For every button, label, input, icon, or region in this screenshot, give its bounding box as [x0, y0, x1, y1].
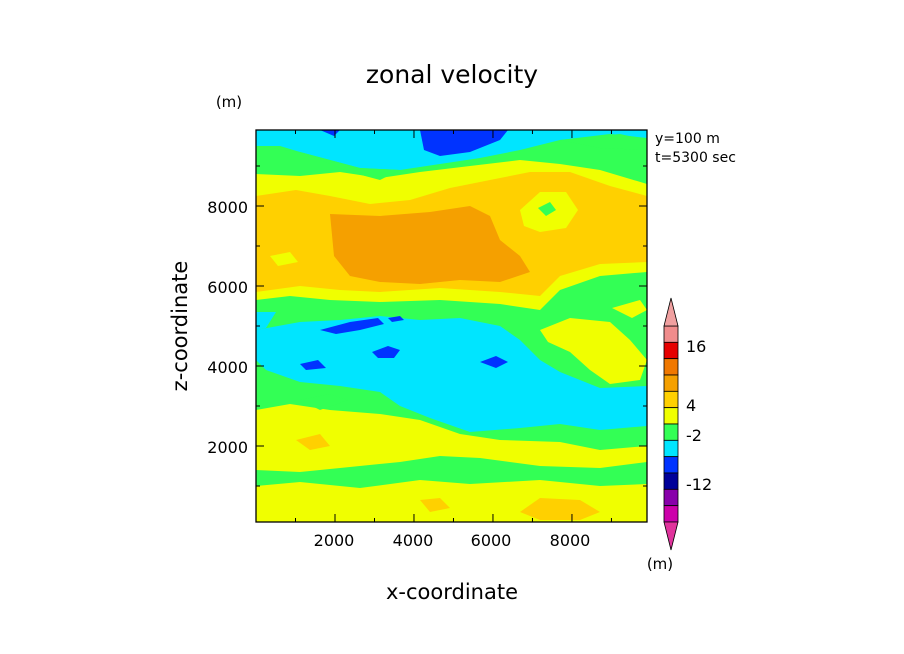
contour-region-blue-3 [372, 346, 400, 358]
contour-region-blue-top [420, 130, 508, 156]
colorbar-swatch [663, 472, 679, 490]
colorbar-arrow-down [663, 521, 679, 551]
contour-field [256, 130, 647, 522]
x-tick-label: 4000 [393, 531, 434, 550]
colorbar-swatch [663, 358, 679, 376]
y-tick-label: 8000 [207, 198, 248, 217]
colorbar-swatch [663, 505, 679, 523]
y-tick-label: 4000 [207, 358, 248, 377]
colorbar-swatch [663, 488, 679, 507]
colorbar-tick-label: 4 [686, 396, 696, 415]
contour-region-cyan-mid [256, 316, 647, 432]
colorbar-swatch [663, 374, 679, 392]
contour-region-green-topright [560, 134, 647, 150]
colorbar-swatch [663, 325, 679, 343]
axis-ticks [256, 130, 647, 522]
contour-region-lightorange-bottom [520, 498, 600, 520]
colorbar-unit: (m) [647, 555, 673, 573]
y-axis-unit: (m) [216, 93, 242, 111]
contour-region-cyan-edge [256, 312, 276, 330]
contour-region-blue-5 [480, 356, 508, 368]
colorbar-arrow-up [663, 297, 679, 327]
colorbar-tick-label: -2 [686, 426, 702, 445]
contour-region-blue-1 [320, 318, 384, 334]
x-tick-label: 8000 [550, 531, 591, 550]
contour-region-lightorange-low [296, 434, 330, 450]
contour-region-yellow-pocket [270, 252, 298, 266]
colorbar-swatch [663, 439, 679, 458]
x-tick-label: 6000 [471, 531, 512, 550]
chart-title: zonal velocity [366, 60, 538, 89]
colorbar-swatch [663, 456, 679, 474]
x-tick-label: 2000 [314, 531, 355, 550]
x-axis-label: x-coordinate [386, 580, 518, 604]
contour-region-green-top [256, 146, 400, 180]
colorbar-swatch [663, 390, 679, 409]
y-tick-label: 6000 [207, 278, 248, 297]
colorbar-tick-label: 16 [686, 337, 706, 356]
colorbar-tick-label: -12 [686, 475, 712, 494]
contour-region-yellow-right-small [612, 300, 647, 318]
annotation-y: y=100 m [655, 131, 720, 147]
colorbar-swatch [663, 407, 679, 425]
contour-region-yellow-low [256, 404, 647, 472]
y-tick-label: 2000 [207, 438, 248, 457]
contour-region-green-pocket [300, 394, 348, 410]
contour-region-blue-2 [388, 316, 404, 322]
colorbar-swatch [663, 341, 679, 360]
annotation-t: t=5300 sec [655, 150, 736, 166]
contour-region-lightorange-bottom-small [420, 498, 450, 512]
contour-region-green-eye [538, 202, 556, 216]
contour-region-blue-4 [300, 360, 326, 370]
contour-region-yellow-right [540, 318, 647, 384]
colorbar-swatch [663, 423, 679, 441]
y-axis-label: z-coordinate [168, 261, 192, 392]
colorbar [663, 297, 679, 551]
contour-region-orange-core [330, 206, 530, 284]
